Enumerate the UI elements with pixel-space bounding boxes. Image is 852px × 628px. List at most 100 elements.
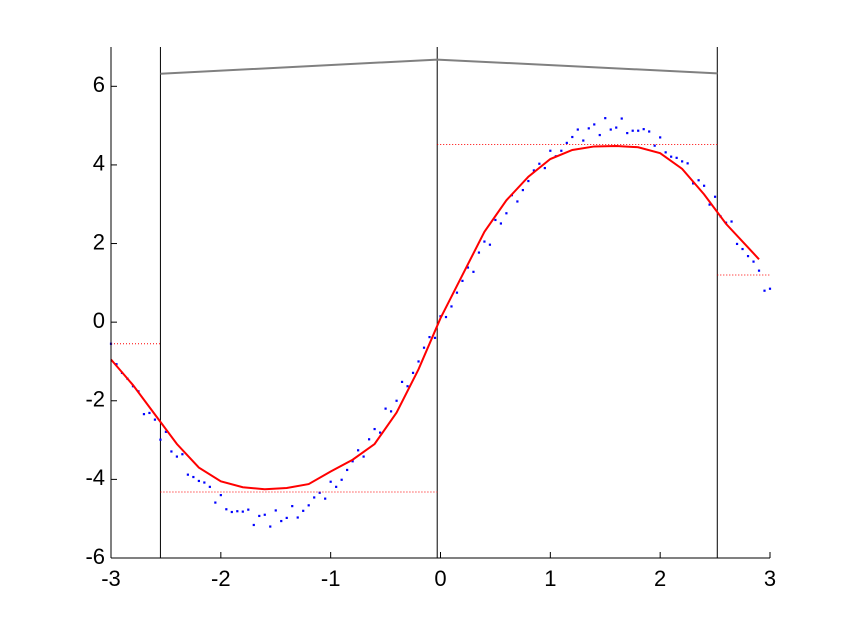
data-point [307,504,310,507]
data-point [378,431,382,434]
data-point [340,478,343,481]
data-point [197,479,200,483]
data-point [648,130,651,133]
data-point [291,505,294,508]
data-point [593,123,596,126]
data-point [252,523,255,527]
data-point [746,255,750,258]
data-point [686,162,689,165]
data-point [653,144,656,147]
data-point [186,473,189,476]
data-point [735,242,739,246]
x-tick-label: -2 [211,566,231,591]
y-tick-label: 6 [93,72,105,97]
data-point [631,129,634,132]
data-point [346,468,349,472]
data-point [230,510,233,514]
data-point [598,133,601,137]
data-point [576,128,579,131]
data-point [505,212,508,215]
data-point [741,247,744,251]
data-point [461,279,464,282]
x-tick-label: 0 [434,566,446,591]
data-point [395,399,398,402]
data-point [681,160,684,163]
x-tick-label: -3 [101,566,121,591]
data-point [549,149,552,152]
y-tick-label: 2 [93,229,105,254]
x-tick-label: 1 [544,566,556,591]
data-point [362,455,365,458]
data-point [543,166,546,170]
y-tick-label: -2 [85,387,105,412]
data-point [225,508,228,511]
data-point [697,179,700,182]
y-tick-label: -4 [85,465,105,490]
data-point [153,418,157,421]
data-point [615,126,618,129]
data-point [637,129,640,132]
data-point [351,460,354,463]
data-point [324,497,327,500]
data-point [472,270,475,273]
data-point [527,179,530,183]
y-tick-label: -6 [85,544,105,569]
data-point [516,200,519,203]
data-point [626,131,629,135]
data-point [582,139,585,142]
data-point [730,220,733,223]
data-point [357,449,360,452]
data-point [659,136,662,139]
data-point [181,453,184,456]
data-point [488,243,492,246]
data-point [159,438,162,441]
data-point [318,491,321,494]
data-point [604,117,607,120]
data-point [450,305,453,308]
data-point [499,222,503,225]
data-point [571,135,574,139]
data-point [142,413,146,416]
data-point [247,508,250,511]
data-point [428,335,431,339]
data-point [263,513,266,516]
line [110,145,760,491]
data-point [642,128,645,131]
data-point [768,287,772,290]
data-point [494,218,497,222]
data-point [329,480,332,483]
data-point [302,509,305,512]
data-point [532,169,535,172]
data-point [175,455,178,458]
data-point [433,336,437,339]
data-point [763,289,766,292]
data-point [670,155,673,158]
data-point [620,117,623,120]
data-point [280,519,283,523]
data-point [236,510,239,513]
data-point [565,141,568,145]
data-point [675,156,678,159]
data-point [713,195,717,198]
data-point [609,128,612,131]
data-point [214,501,217,504]
y-tick-label: 4 [93,151,105,176]
data-point [258,514,261,518]
line [160,58,718,75]
data-point [664,151,667,154]
data-point [285,516,288,520]
data-point [587,127,590,130]
data-point [477,251,481,254]
data-point [538,162,541,165]
data-point [692,182,695,185]
data-point [708,203,711,206]
data-point [417,360,420,363]
x-tick-label: -1 [321,566,341,591]
data-point [208,485,211,488]
data-point [422,346,426,349]
data-point [373,427,376,431]
data-point [444,315,448,319]
